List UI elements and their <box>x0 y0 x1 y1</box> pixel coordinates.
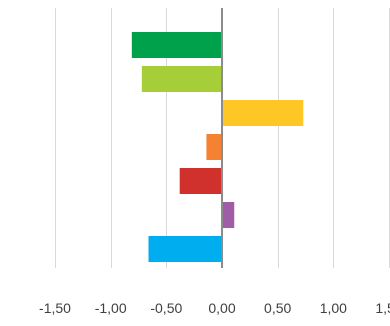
x-tick-label: 1,50 <box>375 300 390 316</box>
x-tick-label: -0,50 <box>150 300 182 316</box>
bar-6 <box>222 202 235 228</box>
bar-1 <box>131 32 222 58</box>
x-tick-label: 0,00 <box>208 300 235 316</box>
bar-4 <box>206 134 222 160</box>
x-tick-label: -1,00 <box>95 300 127 316</box>
bar-2 <box>141 66 222 92</box>
bar-3 <box>222 100 304 126</box>
bar-7 <box>148 236 222 262</box>
x-tick-label: -1,50 <box>39 300 71 316</box>
x-tick-label: 0,50 <box>264 300 291 316</box>
bar-5 <box>179 168 222 194</box>
x-tick-label: 1,00 <box>320 300 347 316</box>
